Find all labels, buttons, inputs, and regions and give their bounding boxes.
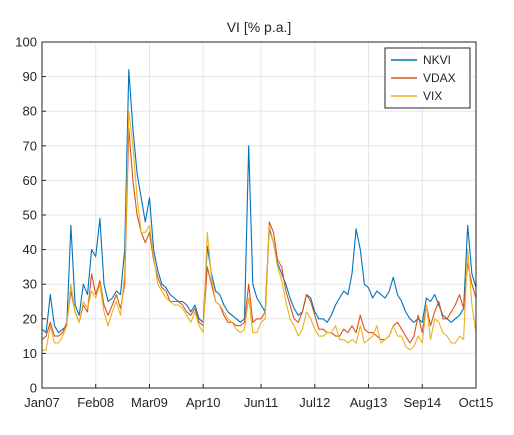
legend-label: VIX — [423, 89, 442, 103]
y-tick-label: 10 — [23, 346, 37, 361]
series-line-vdax — [41, 127, 477, 344]
x-tick-label: Mar09 — [131, 395, 168, 410]
y-tick-label: 100 — [15, 35, 37, 50]
y-tick-label: 60 — [23, 173, 37, 188]
y-tick-label: 50 — [23, 208, 37, 223]
x-tick-label: Sep14 — [403, 395, 441, 410]
legend-label: NKVI — [423, 53, 451, 67]
y-tick-label: 90 — [23, 69, 37, 84]
y-tick-label: 20 — [23, 311, 37, 326]
y-tick-label: 30 — [23, 277, 37, 292]
y-tick-labels: 0 10 20 30 40 50 60 70 80 90 100 — [15, 35, 37, 396]
legend: NKVI VDAX VIX — [384, 47, 471, 109]
x-tick-label: Aug13 — [350, 395, 388, 410]
chart-title: VI [% p.a.] — [227, 19, 292, 35]
y-tick-label: 80 — [23, 104, 37, 119]
series-line-vix — [42, 110, 477, 351]
x-tick-label: Apr10 — [186, 395, 221, 410]
x-tick-labels: Jan07 Feb08 Mar09 Apr10 Jun11 Jul12 Aug13 Sep14… — [24, 395, 493, 410]
legend-label: VDAX — [423, 71, 456, 85]
plot-frame — [41, 41, 477, 389]
x-tick-label: Jun11 — [244, 395, 278, 410]
series-layer — [41, 69, 477, 351]
y-tick-label: 40 — [23, 242, 37, 257]
series-line-nkvi — [41, 69, 477, 334]
y-tick-label: 70 — [23, 138, 37, 153]
x-tick-label: Feb08 — [77, 395, 114, 410]
x-tick-label: Jan07 — [24, 395, 59, 410]
x-tick-label: Oct15 — [459, 395, 494, 410]
x-tick-label: Jul12 — [299, 395, 330, 410]
y-tick-label: 0 — [30, 381, 37, 396]
